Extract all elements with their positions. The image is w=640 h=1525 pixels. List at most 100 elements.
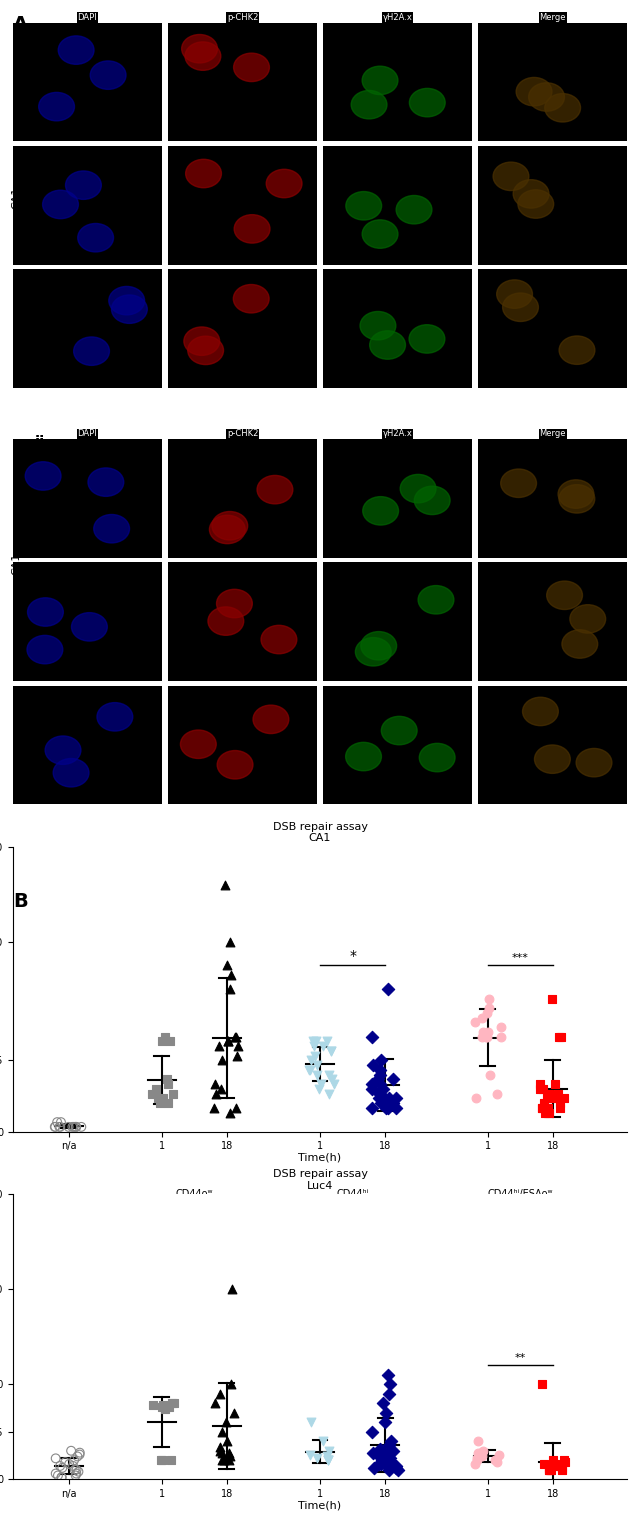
Text: A: A	[13, 15, 28, 34]
Text: B: B	[13, 892, 28, 910]
Title: DSB repair assay
CA1: DSB repair assay CA1	[273, 822, 367, 843]
Point	[492, 1450, 502, 1475]
Point	[557, 1458, 568, 1482]
Point	[216, 1077, 227, 1101]
Point	[555, 1095, 565, 1119]
Point	[222, 1429, 232, 1453]
Point	[324, 1438, 334, 1462]
Point	[483, 1020, 493, 1045]
Circle shape	[97, 703, 132, 730]
Circle shape	[346, 743, 381, 770]
Circle shape	[562, 630, 598, 659]
Point	[308, 1029, 318, 1054]
Point	[374, 1081, 385, 1106]
Point	[367, 1025, 378, 1049]
Point	[147, 1081, 157, 1106]
Point	[324, 1081, 334, 1106]
Title: DSB repair assay
Luc4: DSB repair assay Luc4	[273, 1170, 367, 1191]
Point	[494, 1443, 504, 1467]
Point	[53, 1464, 63, 1488]
Point	[221, 1411, 232, 1435]
Point	[231, 1095, 241, 1119]
Point	[328, 1072, 339, 1096]
Point	[374, 1437, 385, 1461]
Circle shape	[28, 598, 63, 627]
Point	[311, 1029, 321, 1054]
Point	[310, 1043, 320, 1068]
Point	[70, 1464, 81, 1488]
Point	[544, 1458, 554, 1482]
Circle shape	[545, 93, 580, 122]
Circle shape	[182, 35, 218, 63]
Point	[157, 1029, 167, 1054]
Point	[303, 1058, 314, 1083]
Point	[211, 1081, 221, 1106]
Point	[66, 1438, 76, 1462]
Point	[309, 1034, 319, 1058]
Point	[535, 1072, 545, 1096]
Point	[225, 978, 235, 1002]
Point	[367, 1072, 378, 1096]
Point	[376, 1048, 387, 1072]
Point	[312, 1446, 323, 1470]
Circle shape	[518, 189, 554, 218]
Point	[383, 1095, 393, 1119]
Point	[390, 1086, 401, 1110]
Circle shape	[58, 37, 94, 64]
Point	[321, 1444, 332, 1469]
Point	[57, 1456, 67, 1481]
Point	[378, 1090, 388, 1115]
Point	[367, 1420, 378, 1444]
Point	[72, 1444, 83, 1469]
Circle shape	[559, 336, 595, 364]
Point	[545, 1456, 556, 1481]
Point	[477, 1005, 487, 1029]
Point	[323, 1449, 333, 1473]
Circle shape	[363, 497, 399, 525]
Circle shape	[185, 41, 221, 70]
Circle shape	[261, 625, 297, 654]
Circle shape	[522, 697, 558, 726]
Point	[156, 1395, 166, 1420]
Point	[51, 1461, 61, 1485]
Point	[222, 1029, 232, 1054]
Circle shape	[493, 162, 529, 191]
Point	[559, 1449, 569, 1473]
Title: DAPI: DAPI	[77, 430, 97, 438]
Point	[543, 1095, 554, 1119]
Circle shape	[257, 476, 293, 503]
Point	[552, 1081, 563, 1106]
Text: CA1: CA1	[11, 188, 21, 209]
Point	[55, 1453, 65, 1478]
Point	[476, 1444, 486, 1469]
Point	[225, 1444, 236, 1469]
Circle shape	[570, 605, 605, 633]
Point	[314, 1077, 324, 1101]
Point	[68, 1115, 79, 1139]
Point	[153, 1086, 163, 1110]
Circle shape	[351, 90, 387, 119]
Point	[367, 1095, 378, 1119]
Point	[155, 1090, 165, 1115]
Point	[215, 1438, 225, 1462]
Title: p-CHK2: p-CHK2	[227, 430, 258, 438]
Circle shape	[38, 93, 74, 120]
Title: p-CHK2: p-CHK2	[227, 14, 258, 21]
Circle shape	[186, 159, 221, 188]
Circle shape	[65, 171, 101, 200]
Point	[558, 1086, 568, 1110]
Point	[324, 1063, 334, 1087]
Circle shape	[234, 285, 269, 313]
Point	[536, 1095, 547, 1119]
Point	[373, 1086, 383, 1110]
Point	[556, 1453, 566, 1478]
Text: CD44ʰⁱ: CD44ʰⁱ	[337, 1188, 369, 1199]
Point	[537, 1095, 547, 1119]
Point	[378, 1077, 388, 1101]
Point	[323, 1449, 333, 1473]
Point	[388, 1438, 398, 1462]
Circle shape	[72, 613, 108, 640]
Point	[226, 1372, 236, 1397]
Point	[151, 1077, 161, 1101]
Circle shape	[93, 514, 129, 543]
